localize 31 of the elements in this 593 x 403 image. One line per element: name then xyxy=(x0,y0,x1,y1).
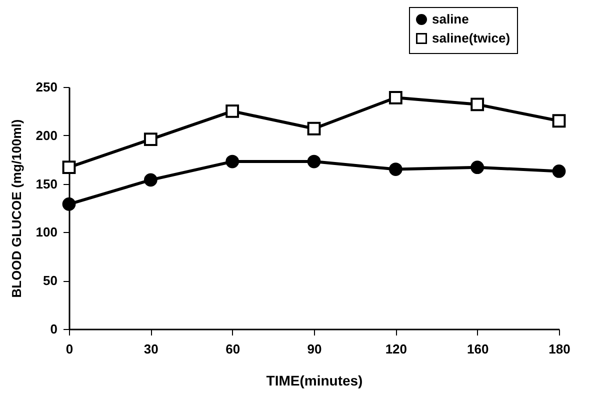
x-tick-label: 160 xyxy=(466,342,489,356)
y-tick-label: 250 xyxy=(36,80,58,94)
point xyxy=(552,114,566,128)
point xyxy=(226,154,240,168)
point xyxy=(307,154,321,168)
point xyxy=(388,90,402,104)
x-axis-title: TIME(minutes) xyxy=(266,372,363,388)
point xyxy=(307,122,321,136)
x-tick-label: 30 xyxy=(144,342,158,356)
x-tick-label: 60 xyxy=(226,342,240,356)
point xyxy=(144,132,158,146)
x-tick-label: 180 xyxy=(548,342,570,356)
y-tick-label: 150 xyxy=(36,176,58,192)
point xyxy=(388,162,402,176)
point xyxy=(470,98,484,112)
y-tick-label: 0 xyxy=(50,322,58,336)
legend-label: saline xyxy=(432,12,469,26)
y-tick-label: 100 xyxy=(36,224,58,240)
point xyxy=(62,160,76,174)
legend-label: saline(twice) xyxy=(432,30,510,46)
point xyxy=(62,197,76,211)
x-tick-label: 90 xyxy=(307,342,322,356)
y-tick-label: 200 xyxy=(36,128,58,143)
y-tick-label: 50 xyxy=(43,273,58,288)
point xyxy=(552,164,566,178)
y-axis-title: BLOOD GLUCOE (mg/100ml) xyxy=(8,119,24,298)
x-tick-label: 120 xyxy=(385,342,408,356)
point xyxy=(226,104,240,118)
x-tick-label: 0 xyxy=(66,342,74,356)
point xyxy=(144,173,158,187)
point xyxy=(470,160,484,174)
